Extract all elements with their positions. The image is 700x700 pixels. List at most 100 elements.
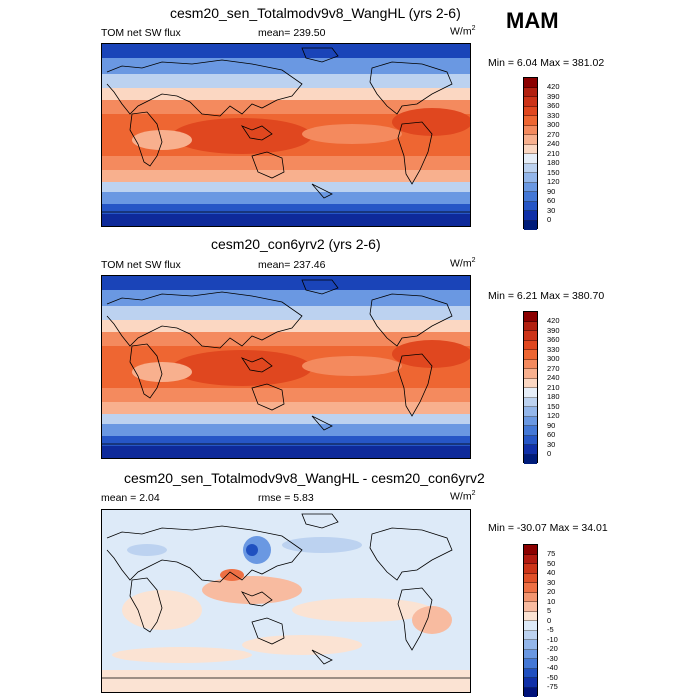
panel-1-colorbar-swatch: [524, 201, 537, 211]
panel-1-colorbar-tick: 270: [547, 130, 560, 139]
panel-1-colorbar-tick: 90: [547, 187, 556, 196]
panel-2-colorbar: [523, 311, 538, 464]
panel-1-colorbar-swatch: [524, 182, 537, 192]
panel-1-colorbar-tick: 120: [547, 177, 560, 186]
panel-3-colorbar-swatch: [524, 678, 537, 688]
panel-3-mean-label: mean = 2.04: [101, 492, 160, 504]
panel-1-colorbar-swatch: [524, 211, 537, 221]
panel-2-colorbar-swatch: [524, 407, 537, 417]
panel-2-colorbar-tick: 30: [547, 440, 556, 449]
panel-3-colorbar-tick: 75: [547, 549, 556, 558]
panel-3-title: cesm20_sen_Totalmodv9v8_WangHL - cesm20_…: [124, 470, 485, 486]
panel-3-colorbar-swatch: [524, 659, 537, 669]
panel-1-colorbar-tick: 0: [547, 215, 552, 224]
panel-3-colorbar-swatch: [524, 564, 537, 574]
panel-3-colorbar-tick: 20: [547, 587, 556, 596]
season-label: MAM: [506, 8, 559, 33]
panel-2-colorbar-swatch: [524, 321, 537, 331]
panel-3-colorbar-tick: -20: [547, 644, 558, 653]
panel-1-colorbar-swatch: [524, 87, 537, 97]
panel-1-colorbar-tick: 180: [547, 158, 560, 167]
panel-1-colorbar-tick: 390: [547, 92, 560, 101]
panel-1-variable-label: TOM net SW flux: [101, 27, 181, 39]
panel-2-mean-label: mean= 237.46: [258, 259, 326, 271]
panel-3-colorbar-tick: -75: [547, 682, 558, 691]
panel-3-colorbar-tick: 10: [547, 597, 556, 606]
panel-1-map-field: [102, 44, 470, 226]
panel-1-mean-label: mean= 239.50: [258, 27, 326, 39]
panel-2-variable-label: TOM net SW flux: [101, 259, 181, 271]
panel-3-colorbar-tick: 50: [547, 559, 556, 568]
panel-3-colorbar-tick: -10: [547, 635, 558, 644]
panel-1-colorbar-swatch: [524, 192, 537, 202]
panel-1-colorbar-swatch: [524, 116, 537, 126]
panel-3-colorbar-tick: 0: [547, 616, 552, 625]
panel-3-colorbar: [523, 544, 538, 697]
panel-1-units: W/m2: [450, 25, 476, 38]
panel-1-colorbar-tick: 300: [547, 120, 560, 129]
panel-3-colorbar-swatch: [524, 621, 537, 631]
panel-3-map: [101, 509, 471, 693]
panel-2-colorbar-tick: 120: [547, 411, 560, 420]
panel-3-colorbar-tick: -5: [547, 625, 554, 634]
panel-3-colorbar-swatch: [524, 668, 537, 678]
panel-1-colorbar-tick: 240: [547, 139, 560, 148]
panel-1-colorbar: [523, 77, 538, 230]
panel-3-colorbar-swatch: [524, 640, 537, 650]
panel-2-map-field: [102, 276, 470, 458]
panel-2-colorbar-swatch: [524, 426, 537, 436]
panel-1-colorbar-tick: 360: [547, 101, 560, 110]
panel-2-min-max: Min = 6.21 Max = 380.70: [488, 290, 605, 302]
panel-2-colorbar-tick: 300: [547, 354, 560, 363]
panel-3-colorbar-tick: 40: [547, 568, 556, 577]
panel-2-colorbar-swatch: [524, 378, 537, 388]
panel-2-colorbar-swatch: [524, 445, 537, 455]
panel-2-colorbar-tick: 270: [547, 364, 560, 373]
panel-2-colorbar-tick: 330: [547, 345, 560, 354]
panel-2-colorbar-tick: 240: [547, 373, 560, 382]
panel-1-colorbar-tick: 150: [547, 168, 560, 177]
panel-1-colorbar-swatch: [524, 106, 537, 116]
panel-2-colorbar-swatch: [524, 369, 537, 379]
panel-3-colorbar-swatch: [524, 554, 537, 564]
panel-1-map: [101, 43, 471, 227]
panel-3-colorbar-swatch: [524, 592, 537, 602]
panel-1-colorbar-tick: 210: [547, 149, 560, 158]
panel-2-colorbar-swatch: [524, 416, 537, 426]
panel-3-units: W/m2: [450, 490, 476, 503]
panel-2-colorbar-swatch: [524, 397, 537, 407]
panel-1-colorbar-swatch: [524, 163, 537, 173]
panel-3-colorbar-tick: -30: [547, 654, 558, 663]
panel-3-colorbar-swatch: [524, 583, 537, 593]
panel-3-colorbar-swatch: [524, 649, 537, 659]
panel-1-colorbar-tick: 420: [547, 82, 560, 91]
panel-2-map: [101, 275, 471, 459]
panel-2-colorbar-swatch: [524, 359, 537, 369]
panel-3-colorbar-swatch: [524, 573, 537, 583]
panel-3-colorbar-swatch: [524, 545, 537, 555]
panel-2-colorbar-tick: 0: [547, 449, 552, 458]
panel-1-colorbar-tick: 60: [547, 196, 556, 205]
panel-1-colorbar-swatch: [524, 220, 537, 230]
panel-3-colorbar-swatch: [524, 630, 537, 640]
panel-2-colorbar-tick: 90: [547, 421, 556, 430]
panel-3-colorbar-swatch: [524, 687, 537, 697]
panel-2-colorbar-swatch: [524, 435, 537, 445]
panel-1-colorbar-swatch: [524, 125, 537, 135]
panel-3-colorbar-tick: -40: [547, 663, 558, 672]
panel-1-colorbar-swatch: [524, 78, 537, 88]
panel-2-colorbar-swatch: [524, 312, 537, 322]
panel-1-colorbar-tick: 30: [547, 206, 556, 215]
panel-2-colorbar-tick: 150: [547, 402, 560, 411]
panel-2-colorbar-tick: 210: [547, 383, 560, 392]
panel-3-colorbar-tick: -50: [547, 673, 558, 682]
panel-1-colorbar-tick: 330: [547, 111, 560, 120]
panel-2-colorbar-swatch: [524, 454, 537, 464]
panel-2-colorbar-swatch: [524, 350, 537, 360]
panel-2-colorbar-swatch: [524, 340, 537, 350]
panel-1-min-max: Min = 6.04 Max = 381.02: [488, 57, 605, 69]
panel-2-colorbar-tick: 360: [547, 335, 560, 344]
panel-3-colorbar-swatch: [524, 602, 537, 612]
panel-2-colorbar-tick: 390: [547, 326, 560, 335]
panel-2-colorbar-swatch: [524, 388, 537, 398]
